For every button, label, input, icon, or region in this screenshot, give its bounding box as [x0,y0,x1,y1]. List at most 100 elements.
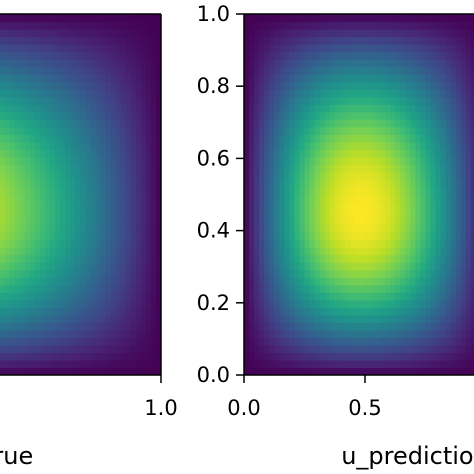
heatmap-cell [95,21,102,30]
heatmap-cell [385,209,391,218]
heatmap-cell [385,104,391,113]
heatmap-cell [450,141,457,150]
heatmap-cell [40,232,46,241]
heatmap-cell [289,164,296,173]
heatmap-cell [390,337,396,346]
heatmap-cell [34,156,41,166]
heatmap-cell [155,194,161,203]
heatmap-cell [445,217,452,226]
heatmap-cell [334,247,341,256]
heatmap-cell [80,262,86,271]
heatmap-cell [150,224,157,233]
heatmap-cell [75,292,81,301]
heatmap-cell [314,134,321,143]
heatmap-cell [29,202,36,211]
heatmap-cell [465,59,472,68]
heatmap-cell [135,367,142,375]
heatmap-cell [344,284,351,293]
heatmap-cell [415,44,422,53]
heatmap-cell [405,74,411,83]
heatmap-cell [455,96,462,105]
heatmap-cell [365,104,371,113]
heatmap-cell [380,44,386,53]
heatmap-cell [100,134,107,143]
heatmap-cell [385,299,391,308]
heatmap-cell [254,111,260,120]
heatmap-cell [445,322,452,331]
heatmap-cell [445,119,452,128]
heatmap-cell [125,51,132,60]
heatmap-cell [135,359,142,369]
heatmap-cell [14,217,21,226]
heatmap-cell [309,111,316,120]
heatmap-cell [50,171,56,181]
heatmap-cell [80,44,86,53]
heatmap-cell [425,307,432,316]
heatmap-cell [264,74,270,83]
heatmap-cell [405,307,411,316]
heatmap-cell [120,217,127,226]
heatmap-cell [455,134,462,143]
heatmap-cell [319,352,326,361]
heatmap-cell [75,89,81,98]
heatmap-cell [390,171,396,181]
x-axis-label-u-true: u_true [0,442,33,470]
heatmap-cell [85,209,92,218]
heatmap-cell [80,322,86,331]
heatmap-cell [125,367,132,375]
heatmap-cell [0,171,6,181]
heatmap-cell [365,119,371,128]
heatmap-cell [415,299,422,308]
heatmap-cell [34,81,41,90]
heatmap-cell [254,239,260,248]
heatmap-cell [405,51,411,60]
heatmap-cell [65,307,71,316]
heatmap-cell [299,352,306,361]
heatmap-cell [110,359,117,369]
heatmap-cell [430,352,437,361]
heatmap-cell [279,299,285,308]
heatmap-cell [410,367,417,375]
heatmap-cell [120,134,127,143]
heatmap-cell [430,141,437,150]
heatmap-cell [85,292,92,301]
heatmap-cell [249,194,255,203]
heatmap-cell [4,126,11,135]
heatmap-cell [29,141,36,150]
heatmap-cell [19,74,26,83]
heatmap-cell [19,89,26,98]
heatmap-cell [29,89,36,98]
y-tick-label: 1.0 [197,2,230,26]
heatmap-cell [289,44,296,53]
heatmap-cell [85,254,92,263]
heatmap-cell [34,329,41,338]
heatmap-cell [359,51,366,60]
heatmap-cell [45,164,51,173]
heatmap-cell [70,179,76,188]
heatmap-cell [80,202,86,211]
heatmap-cell [425,179,432,188]
heatmap-cell [279,119,285,128]
heatmap-cell [319,14,326,23]
heatmap-cell [55,367,61,375]
heatmap-cell [269,262,275,271]
heatmap-cell [70,254,76,263]
heatmap-cell [354,299,361,308]
heatmap-cell [450,149,457,158]
heatmap-cell [90,277,97,286]
heatmap-cell [145,344,152,354]
heatmap-cell [100,344,107,354]
heatmap-cell [460,14,467,23]
heatmap-cell [425,217,432,226]
heatmap-cell [249,299,255,308]
heatmap-cell [380,14,386,23]
heatmap-cell [120,194,127,203]
heatmap-cell [425,66,432,75]
heatmap-cell [435,66,442,75]
heatmap-cell [269,344,275,354]
heatmap-cell [339,186,346,196]
heatmap-cell [105,337,112,346]
heatmap-cell [9,14,16,23]
heatmap-cell [249,224,255,233]
heatmap-cell [105,29,112,38]
